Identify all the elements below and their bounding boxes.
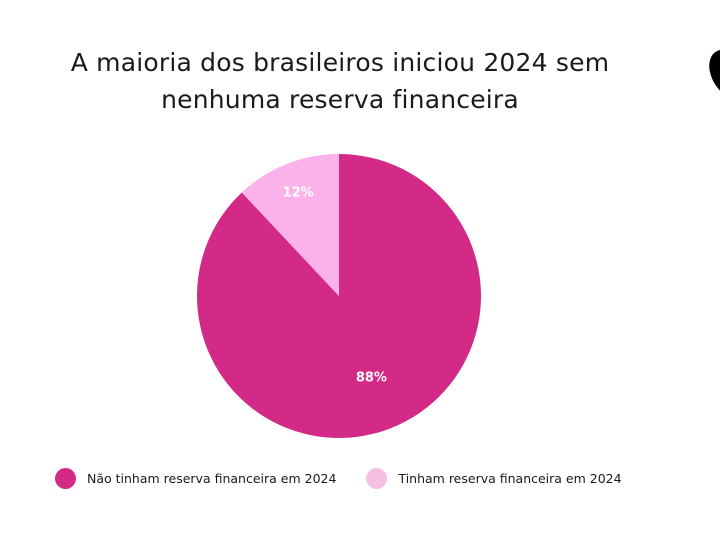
chart-title-line-1: A maioria dos brasileiros iniciou 2024 s…	[70, 48, 610, 77]
corner-decoration-shape	[709, 50, 720, 91]
pie-slice-has-reserve	[241, 154, 339, 296]
legend-swatch-has-reserve	[366, 467, 388, 489]
chart-title-line-2: nenhuma reserva financeira	[161, 85, 519, 114]
chart-title: A maioria dos brasileiros iniciou 2024 s…	[0, 44, 680, 118]
legend-label-has-reserve: Tinham reserva financeira em 2024	[398, 470, 622, 486]
chart-legend: Não tinham reserva financeira em 2024 Ti…	[55, 466, 652, 490]
legend-item-no-reserve: Não tinham reserva financeira em 2024	[55, 467, 337, 489]
pie-label-no-reserve: 88%	[356, 370, 387, 385]
legend-label-no-reserve: Não tinham reserva financeira em 2024	[87, 470, 337, 486]
legend-swatch-no-reserve	[55, 467, 76, 489]
pie-label-has-reserve: 12%	[283, 186, 314, 201]
legend-item-has-reserve: Tinham reserva financeira em 2024	[366, 467, 622, 489]
